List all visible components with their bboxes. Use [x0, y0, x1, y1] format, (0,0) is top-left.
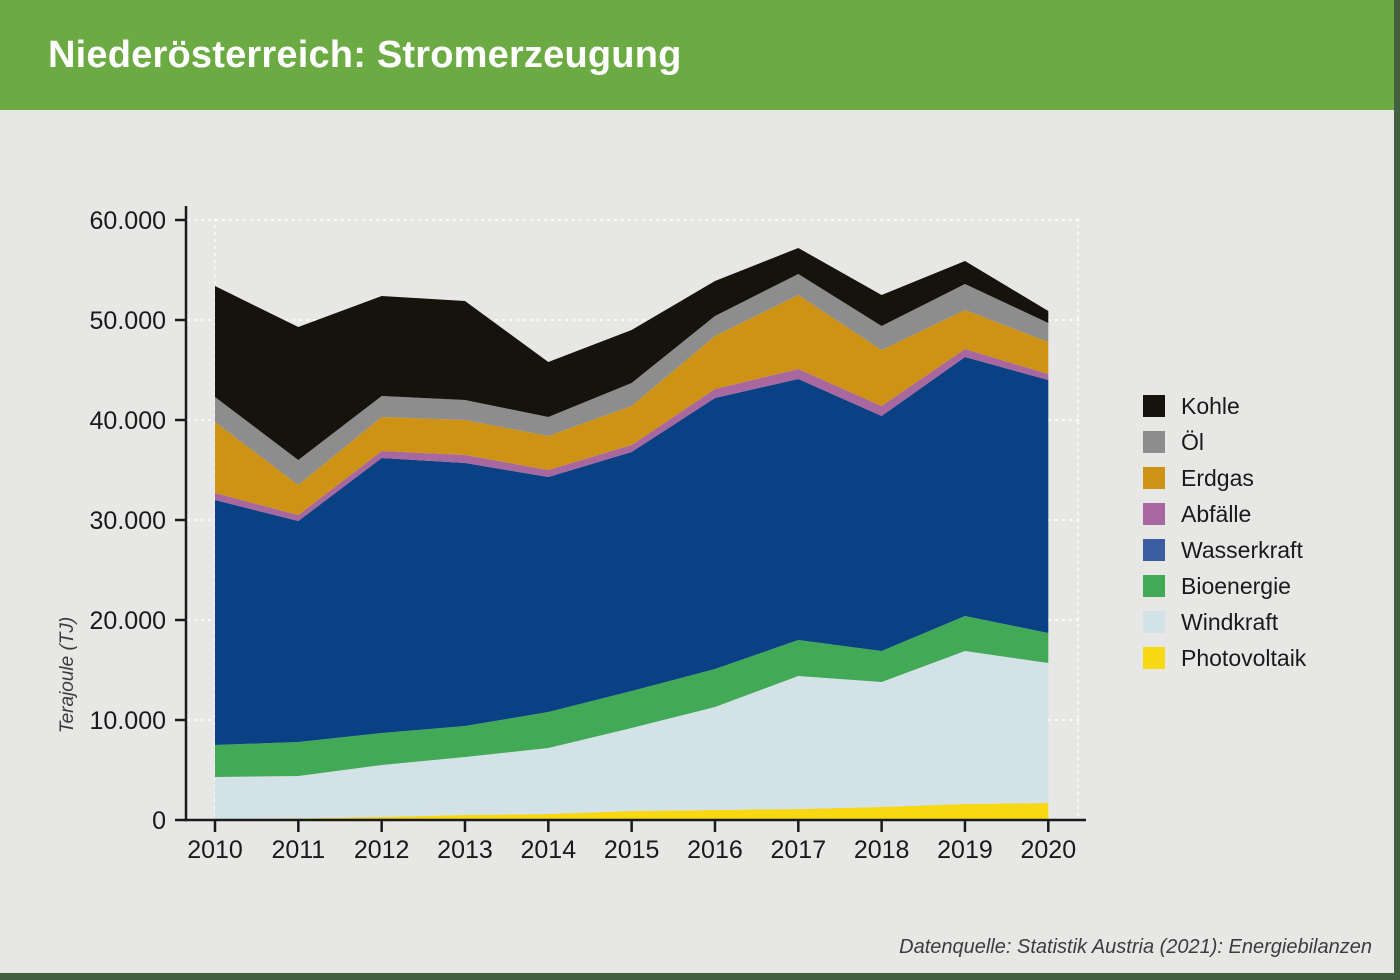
legend-swatch-abfaelle [1143, 503, 1165, 525]
x-tick-label: 2019 [937, 836, 993, 864]
y-tick-label: 40.000 [90, 407, 166, 435]
right-border-bar [1394, 0, 1400, 980]
legend-item-bioenergie: Bioenergie [1143, 573, 1306, 599]
legend-swatch-wasserkraft [1143, 539, 1165, 561]
legend-item-wasserkraft: Wasserkraft [1143, 537, 1306, 563]
y-tick-label: 30.000 [90, 507, 166, 535]
x-tick-label: 2011 [271, 836, 325, 864]
area-layer-windkraft [215, 651, 1049, 819]
area-layer-kohle [215, 248, 1049, 460]
y-tick-label: 10.000 [90, 707, 166, 735]
legend-item-abfaelle: Abfälle [1143, 501, 1306, 527]
x-tick-label: 2018 [854, 836, 910, 864]
page-title: Niederösterreich: Stromerzeugung [48, 33, 682, 76]
legend-item-kohle: Kohle [1143, 393, 1306, 419]
x-tick-label: 2020 [1020, 836, 1076, 864]
legend-label-wasserkraft: Wasserkraft [1181, 537, 1303, 563]
legend-item-windkraft: Windkraft [1143, 609, 1306, 635]
area-layer-oel [215, 274, 1049, 485]
legend-label-photovoltaik: Photovoltaik [1181, 645, 1307, 671]
source-note: Datenquelle: Statistik Austria (2021): E… [899, 936, 1372, 958]
x-tick-label: 2017 [770, 836, 826, 864]
y-tick-label: 20.000 [90, 607, 166, 635]
header-bar: Niederösterreich: Stromerzeugung [0, 0, 1400, 110]
legend-item-oel: Öl [1143, 429, 1306, 455]
legend-label-bioenergie: Bioenergie [1181, 573, 1291, 599]
y-tick-label: 50.000 [90, 307, 166, 335]
x-tick-label: 2014 [521, 836, 577, 864]
legend-label-abfaelle: Abfälle [1181, 501, 1252, 527]
legend-label-oel: Öl [1181, 429, 1204, 455]
x-tick-label: 2012 [354, 836, 410, 864]
legend-swatch-photovoltaik [1143, 647, 1165, 669]
x-tick-label: 2016 [687, 836, 743, 864]
area-layer-wasserkraft [215, 357, 1049, 745]
area-layer-bioenergie [215, 616, 1049, 777]
legend-label-erdgas: Erdgas [1181, 465, 1254, 491]
bottom-border-bar [0, 973, 1400, 980]
legend-swatch-oel [1143, 431, 1165, 453]
y-axis-title: Terajoule (TJ) [57, 616, 78, 734]
area-layer-erdgas [215, 295, 1049, 515]
x-tick-label: 2015 [604, 836, 660, 864]
legend-item-photovoltaik: Photovoltaik [1143, 645, 1307, 671]
legend: Kohle Öl Erdgas Abfälle Wasserkraft Bioenergi… [1143, 393, 1307, 671]
area-layer-abfaelle [215, 349, 1049, 521]
legend-swatch-kohle [1143, 395, 1165, 417]
legend-label-windkraft: Windkraft [1181, 609, 1279, 635]
y-tick-label: 60.000 [90, 207, 166, 235]
y-tick-label: 0 [152, 807, 166, 835]
legend-swatch-windkraft [1143, 611, 1165, 633]
legend-swatch-erdgas [1143, 467, 1165, 489]
x-tick-label: 2010 [187, 836, 243, 864]
x-tick-label: 2013 [437, 836, 493, 864]
legend-label-kohle: Kohle [1181, 393, 1240, 419]
area-layer-photovoltaik [215, 803, 1049, 820]
legend-swatch-bioenergie [1143, 575, 1165, 597]
legend-item-erdgas: Erdgas [1143, 465, 1306, 491]
